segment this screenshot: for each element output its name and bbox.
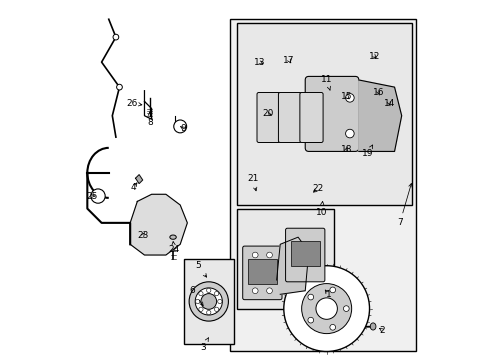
Circle shape	[91, 189, 105, 203]
Text: 3: 3	[200, 338, 208, 352]
Text: 5: 5	[195, 261, 206, 277]
Circle shape	[315, 298, 337, 319]
Circle shape	[173, 120, 186, 133]
Text: 18: 18	[340, 145, 351, 154]
Circle shape	[189, 282, 228, 321]
Circle shape	[307, 294, 313, 300]
Circle shape	[195, 288, 222, 315]
Circle shape	[206, 310, 210, 315]
Circle shape	[214, 307, 218, 311]
Circle shape	[307, 317, 313, 323]
Ellipse shape	[369, 323, 375, 330]
FancyBboxPatch shape	[247, 258, 276, 284]
Text: 19: 19	[361, 145, 373, 158]
Circle shape	[113, 34, 119, 40]
Text: 4: 4	[131, 183, 137, 192]
Bar	[230, 19, 415, 351]
Text: 26: 26	[126, 99, 142, 108]
Circle shape	[252, 288, 258, 294]
Circle shape	[345, 129, 353, 138]
Circle shape	[283, 266, 369, 351]
Polygon shape	[130, 194, 187, 255]
Text: 11: 11	[320, 76, 332, 90]
Text: 10: 10	[315, 202, 326, 217]
Text: 8: 8	[147, 112, 152, 127]
Polygon shape	[276, 237, 308, 294]
Bar	[183, 258, 233, 344]
FancyBboxPatch shape	[299, 93, 323, 143]
Text: 2: 2	[378, 325, 384, 334]
Text: 21: 21	[246, 174, 258, 191]
Circle shape	[329, 324, 335, 330]
Text: 25: 25	[86, 192, 98, 201]
Circle shape	[343, 306, 348, 311]
FancyBboxPatch shape	[242, 246, 282, 300]
Circle shape	[329, 287, 335, 293]
Circle shape	[195, 299, 200, 303]
FancyBboxPatch shape	[290, 241, 319, 266]
Text: 13: 13	[253, 58, 264, 67]
Text: 16: 16	[372, 88, 384, 97]
Circle shape	[345, 94, 353, 102]
Circle shape	[199, 292, 203, 296]
Circle shape	[266, 288, 272, 294]
Circle shape	[266, 252, 272, 258]
Text: 14: 14	[383, 99, 394, 108]
Text: 7: 7	[396, 184, 411, 228]
Circle shape	[206, 288, 210, 293]
Circle shape	[301, 284, 351, 334]
FancyBboxPatch shape	[257, 93, 280, 143]
Text: 9: 9	[180, 124, 185, 133]
Text: 17: 17	[283, 56, 294, 65]
Ellipse shape	[169, 235, 176, 239]
Text: 1: 1	[325, 290, 331, 299]
Circle shape	[116, 84, 122, 90]
Text: 15: 15	[340, 91, 351, 100]
Circle shape	[201, 294, 216, 309]
Text: 12: 12	[368, 52, 380, 61]
Text: 24: 24	[168, 242, 180, 254]
Polygon shape	[135, 175, 142, 184]
FancyBboxPatch shape	[305, 76, 358, 152]
Circle shape	[217, 299, 222, 303]
Circle shape	[252, 252, 258, 258]
Text: 20: 20	[262, 109, 273, 118]
FancyBboxPatch shape	[278, 93, 301, 143]
Bar	[237, 208, 333, 309]
Bar	[237, 23, 411, 205]
Polygon shape	[358, 80, 401, 152]
Circle shape	[199, 307, 203, 311]
Circle shape	[214, 292, 218, 296]
Text: 6: 6	[189, 286, 203, 306]
FancyBboxPatch shape	[285, 228, 324, 282]
Text: 22: 22	[311, 184, 323, 193]
Text: 23: 23	[137, 231, 148, 240]
